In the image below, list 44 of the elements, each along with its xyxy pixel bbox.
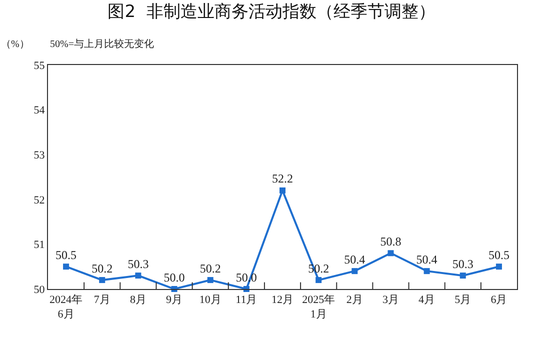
- point: [496, 264, 502, 270]
- y-axis-title: （%）: [1, 39, 30, 50]
- y-tick-label: 51: [34, 239, 45, 252]
- x-tick-label: 2025年 1月: [302, 294, 336, 320]
- point: [352, 268, 358, 274]
- y-tick-label: 55: [34, 60, 46, 72]
- text: 50.8: [380, 234, 402, 248]
- x-tick-label: 6月: [490, 294, 508, 306]
- text: 50.4: [344, 252, 366, 266]
- chart-title: 图2 非制造业商务活动指数（经季节调整）: [108, 2, 436, 22]
- point: [316, 277, 322, 284]
- point: [388, 250, 394, 256]
- x-tick-label: 5月: [454, 294, 472, 306]
- point: [424, 268, 430, 274]
- y-tick-label: 52: [34, 194, 45, 206]
- text: 50.5: [56, 248, 77, 262]
- text: 50%=与上月比较无变化: [50, 38, 154, 50]
- point: [135, 272, 142, 279]
- text: 50.3: [452, 256, 474, 271]
- x-tick-label: 10月: [199, 294, 222, 306]
- point: [280, 187, 286, 194]
- point: [460, 272, 466, 279]
- point: [99, 277, 106, 284]
- text: 50.5: [488, 248, 510, 262]
- text: 50.4: [416, 252, 438, 266]
- point: [207, 277, 214, 284]
- text: 50.2: [200, 261, 221, 276]
- x-tick-label: 2月: [346, 294, 363, 306]
- text: 50.0: [164, 270, 185, 284]
- x-tick-label: 11月: [236, 294, 258, 306]
- y-tick-label: 54: [34, 104, 46, 117]
- x-tick-label: 2024年 6月: [50, 294, 83, 320]
- x-tick-label: 7月: [94, 294, 110, 306]
- x-tick-label: 3月: [382, 294, 399, 306]
- y-tick-label: 53: [34, 149, 46, 162]
- text: 52.2: [272, 172, 293, 186]
- x-tick-label: 8月: [130, 294, 146, 306]
- x-tick-label: 4月: [418, 294, 436, 306]
- point: [63, 264, 70, 270]
- x-tick-label: 9月: [166, 294, 183, 306]
- text: 50.2: [92, 261, 113, 276]
- x-tick-label: 12月: [272, 294, 294, 306]
- y-tick-label: 50: [34, 284, 46, 296]
- text: 50.3: [128, 256, 149, 271]
